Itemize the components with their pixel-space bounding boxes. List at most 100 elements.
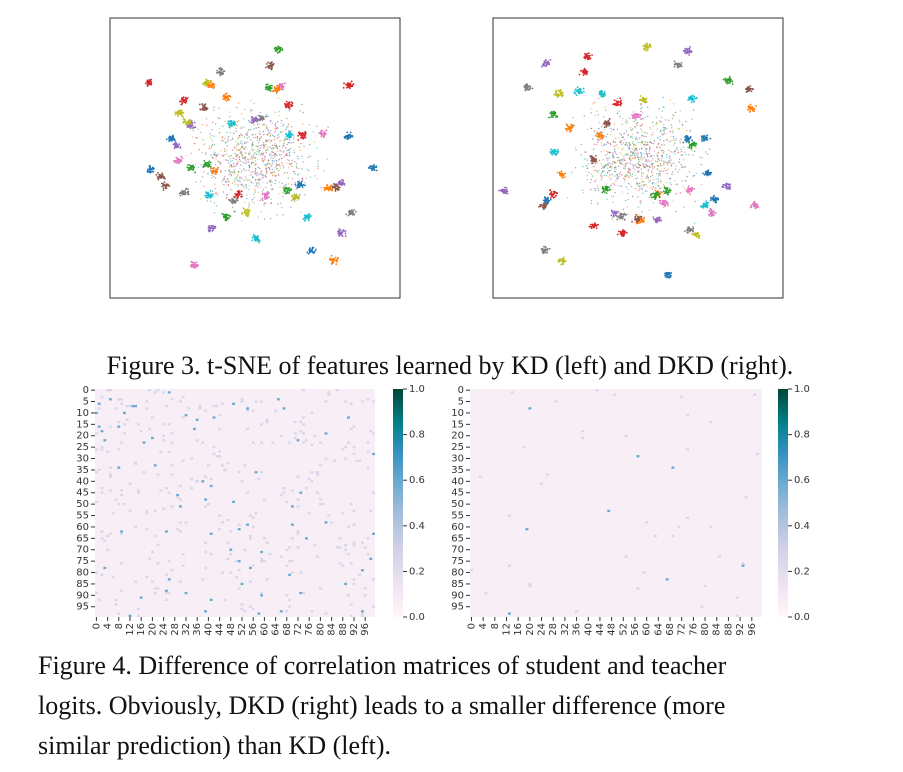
tsne-point: [563, 260, 566, 263]
tsne-point: [277, 133, 280, 136]
tsne-point: [323, 170, 325, 172]
tsne-point: [279, 186, 281, 188]
tsne-point: [602, 159, 604, 161]
tsne-point: [619, 232, 622, 235]
tsne-point: [270, 217, 272, 220]
tsne-point: [341, 235, 344, 238]
tsne-point: [233, 196, 235, 198]
tsne-point: [282, 88, 285, 91]
tsne-point: [577, 89, 580, 92]
tsne-point: [749, 103, 752, 106]
tsne-point: [295, 185, 297, 187]
tsne-point: [301, 155, 303, 158]
tsne-point: [260, 186, 262, 188]
tsne-point: [642, 142, 644, 144]
tsne-point: [179, 100, 182, 103]
tsne-point: [185, 99, 188, 102]
tsne-point: [608, 122, 611, 125]
tsne-point: [232, 119, 235, 122]
tsne-point: [707, 170, 710, 173]
tsne-point: [238, 158, 240, 161]
tsne-point: [666, 140, 669, 142]
tsne-point: [228, 162, 230, 164]
tsne-point: [188, 164, 191, 167]
tsne-point: [587, 128, 589, 131]
tsne-point: [616, 178, 618, 180]
tsne-point: [679, 139, 681, 142]
tsne-point: [274, 111, 277, 114]
tsne-point: [209, 81, 212, 84]
tsne-point: [263, 145, 266, 147]
tsne-point: [216, 170, 219, 173]
tsne-point: [280, 140, 282, 142]
tsne-point: [234, 170, 236, 173]
tsne-point: [320, 187, 322, 189]
tsne-point: [641, 174, 643, 177]
tsne-point: [627, 182, 629, 185]
tsne-point: [304, 218, 307, 220]
tsne-point: [637, 156, 639, 158]
tsne-point: [253, 128, 255, 130]
tsne-point: [238, 177, 241, 179]
tsne-point: [212, 193, 214, 196]
tsne-point: [248, 202, 250, 204]
tsne-point: [671, 171, 674, 173]
tsne-point: [584, 57, 587, 60]
tsne-point: [255, 175, 258, 177]
tsne-point: [709, 137, 712, 140]
tsne-point: [252, 133, 254, 136]
tsne-point: [670, 177, 672, 180]
tsne-point: [692, 109, 695, 111]
tsne-point: [613, 157, 615, 159]
tsne-point: [282, 144, 285, 146]
tsne-point: [636, 220, 639, 223]
tsne-point: [306, 168, 308, 171]
tsne-point: [602, 170, 604, 172]
tsne-point: [309, 215, 312, 217]
tsne-point: [662, 126, 665, 129]
tsne-point: [596, 185, 599, 187]
tsne-point: [595, 179, 597, 181]
tsne-point: [218, 132, 221, 134]
tsne-point: [251, 236, 254, 239]
tsne-point: [293, 151, 295, 154]
tsne-point: [291, 183, 293, 186]
tsne-point: [254, 191, 256, 194]
tsne-point: [270, 166, 272, 168]
tsne-point: [601, 134, 604, 137]
tsne-point: [616, 128, 619, 131]
tsne-point: [277, 97, 280, 99]
tsne-point: [625, 153, 627, 155]
tsne-point: [616, 153, 618, 156]
tsne-point: [273, 171, 275, 173]
tsne-point: [666, 164, 669, 166]
tsne-point: [267, 148, 269, 151]
tsne-point: [612, 153, 614, 155]
tsne-point: [255, 163, 258, 165]
tsne-point: [202, 83, 204, 85]
tsne-point: [674, 168, 677, 170]
tsne-point: [276, 137, 279, 139]
tsne-point: [180, 159, 182, 162]
tsne-point: [240, 193, 243, 196]
tsne-point: [294, 173, 296, 175]
tsne-point: [615, 100, 618, 103]
tsne-point: [705, 200, 708, 203]
tsne-point: [190, 152, 192, 154]
tsne-point: [278, 82, 281, 85]
tsne-point: [326, 158, 328, 160]
tsne-point: [568, 126, 571, 129]
tsne-point: [243, 141, 246, 143]
tsne-point: [663, 203, 665, 205]
tsne-point: [697, 235, 700, 237]
tsne-point: [645, 151, 647, 153]
tsne-point: [586, 171, 588, 173]
tsne-point: [226, 145, 228, 147]
tsne-point: [176, 157, 179, 160]
tsne-point: [281, 150, 283, 153]
tsne-point: [665, 276, 667, 279]
tsne-point: [271, 84, 273, 87]
tsne-point: [641, 106, 643, 109]
tsne-point: [611, 217, 613, 219]
tsne-point: [577, 92, 580, 95]
